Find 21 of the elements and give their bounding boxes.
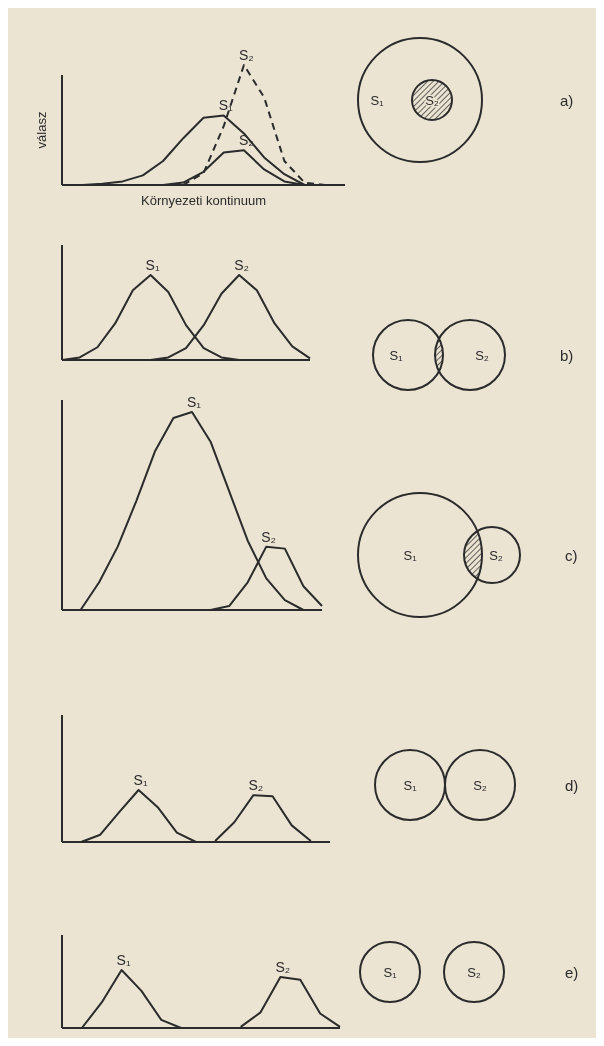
x-axis-title: Környezeti kontinuum [140,193,267,208]
series-label: S₂ [238,47,254,63]
series-label: S₂ [248,777,264,794]
series-label: S₁ [116,952,131,968]
y-axis-title: válasz [34,111,49,149]
text: c) [565,546,578,564]
series-label: S₁ [218,97,234,114]
overlap-circles-picture: S₁ S₂ [359,941,505,1003]
series-label: S₁ [145,257,160,273]
series-label: S₂ [234,257,249,273]
text: e) [565,963,579,981]
text: d) [565,776,579,794]
overlap-circles-picture: S₁ S₂ [372,319,506,391]
overlap-circles-picture: S₁ S₂ [357,492,521,618]
series-label: S₂ [261,528,277,545]
text: a) [560,91,574,109]
series-label: S₁ [133,772,148,788]
text: b) [560,346,574,364]
series-label: S₁ [187,394,202,410]
overlap-circles-picture: S₁ S₂ [374,749,516,821]
series-label: S₂ [275,958,291,975]
